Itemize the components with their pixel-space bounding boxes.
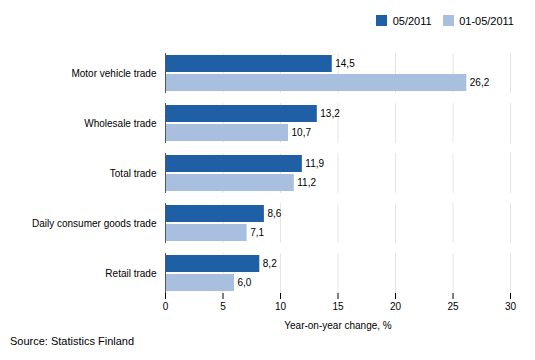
svg-text:6,0: 6,0 (238, 277, 252, 288)
svg-text:8,6: 8,6 (267, 208, 281, 219)
svg-text:Retail trade: Retail trade (105, 267, 157, 278)
svg-text:11,2: 11,2 (297, 177, 316, 188)
svg-text:11,9: 11,9 (305, 158, 324, 169)
svg-text:Daily consumer goods trade: Daily consumer goods trade (32, 217, 157, 228)
svg-text:Motor vehicle trade: Motor vehicle trade (71, 67, 156, 78)
svg-text:26,2: 26,2 (470, 77, 490, 88)
svg-text:5: 5 (220, 300, 226, 311)
svg-text:Total trade: Total trade (110, 167, 157, 178)
html-text:Source: Statistics Finland: Source: Statistics Finland (10, 334, 135, 347)
svg-text:10: 10 (275, 300, 287, 311)
html-text:05/2011: 05/2011 (392, 14, 432, 27)
svg-text:13,2: 13,2 (320, 108, 340, 119)
svg-text:10,7: 10,7 (292, 127, 312, 138)
svg-text:25: 25 (447, 300, 459, 311)
svg-text:15: 15 (332, 300, 344, 311)
svg-text:8,2: 8,2 (263, 258, 277, 269)
svg-text:7,1: 7,1 (250, 227, 264, 238)
svg-text:Year-on-year change, %: Year-on-year change, % (284, 319, 392, 330)
svg-text:30: 30 (505, 300, 517, 311)
svg-text:20: 20 (390, 300, 402, 311)
svg-text:14,5: 14,5 (335, 58, 355, 69)
svg-text:Wholesale trade: Wholesale trade (84, 117, 157, 128)
svg-text:0: 0 (163, 300, 169, 311)
html-text:01-05/2011: 01-05/2011 (459, 14, 514, 27)
